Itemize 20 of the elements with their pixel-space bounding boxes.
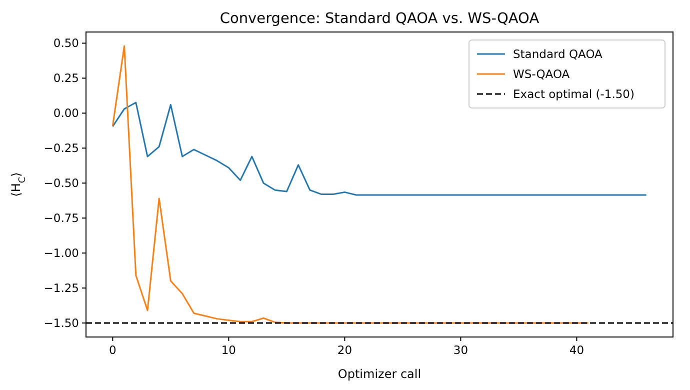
legend-label: Standard QAOA bbox=[513, 47, 603, 61]
x-axis-title: Optimizer call bbox=[338, 367, 422, 381]
y-tick-label: −1.25 bbox=[44, 281, 79, 296]
y-tick-label: −0.75 bbox=[44, 211, 79, 226]
y-tick-label: 0.50 bbox=[53, 36, 79, 50]
y-tick-label: −0.50 bbox=[44, 176, 79, 190]
x-tick-label: 20 bbox=[337, 343, 352, 357]
y-tick-label: −0.25 bbox=[44, 141, 79, 156]
x-tick-label: 10 bbox=[221, 343, 236, 357]
x-tick-label: 0 bbox=[109, 343, 116, 357]
x-tick-label: 40 bbox=[569, 343, 584, 357]
line-series bbox=[112, 102, 648, 196]
legend-label: WS-QAOA bbox=[513, 67, 570, 81]
y-tick-label: 0.25 bbox=[53, 71, 79, 86]
legend-label: Exact optimal (-1.50) bbox=[513, 87, 634, 101]
y-tick-label: −1.50 bbox=[44, 316, 79, 330]
chart-title: Convergence: Standard QAOA vs. WS-QAOA bbox=[220, 11, 540, 27]
y-tick-label: −1.00 bbox=[44, 246, 79, 260]
x-tick-label: 30 bbox=[453, 343, 468, 357]
y-tick-label: 0.00 bbox=[53, 106, 79, 120]
